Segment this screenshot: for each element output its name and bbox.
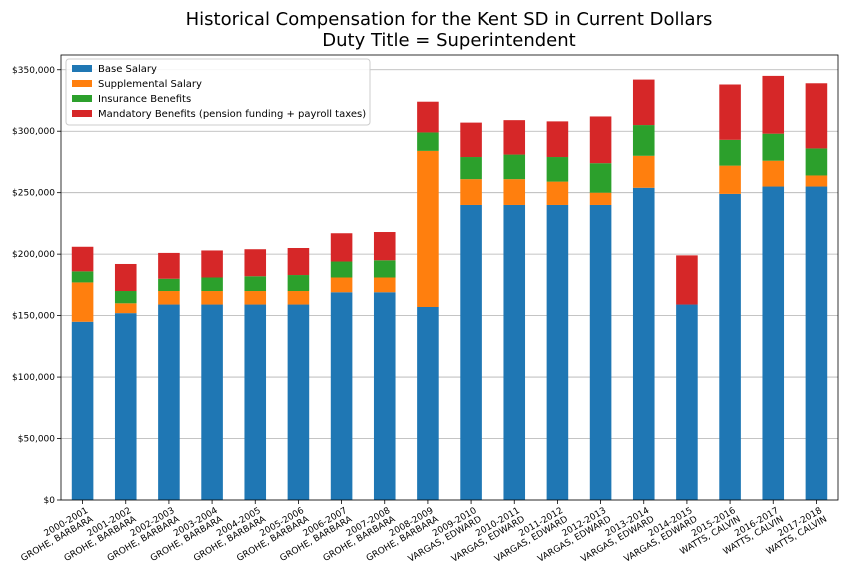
bar-segment [114, 263, 137, 292]
bar-segment [632, 155, 655, 188]
bar-segment [158, 278, 180, 292]
legend-swatch [72, 80, 92, 87]
bar-segment [589, 192, 612, 205]
bar-segment [546, 204, 569, 500]
bar-segment [114, 291, 137, 304]
y-tick-label: $200,000 [12, 250, 55, 260]
bar-segment [71, 271, 94, 283]
bar-segment [287, 291, 310, 305]
bar-segment [460, 204, 482, 500]
bar-segment [330, 261, 353, 278]
y-axis-ticks: $0 $50,000 $100,000 $150,000 $200,000 $250,00… [12, 66, 61, 506]
bar-segment [71, 282, 94, 322]
bar-segment [158, 252, 180, 279]
bar-segment [762, 75, 785, 134]
bar-segment [503, 154, 526, 180]
bar-segment [632, 125, 655, 156]
bar-segment [762, 160, 785, 187]
bar-segment [330, 277, 353, 293]
bar-segment [201, 277, 223, 292]
bar-segment [158, 291, 180, 305]
bar-segment [287, 247, 310, 276]
bar-segment [589, 163, 612, 193]
bar-segment [158, 304, 180, 500]
bar-segment [287, 304, 310, 500]
y-tick-label: $250,000 [12, 189, 55, 199]
legend-swatch [72, 95, 92, 102]
legend-label: Base Salary [98, 64, 157, 75]
y-tick-label: $100,000 [12, 373, 55, 383]
bar-segment [460, 157, 482, 180]
bar-segment [805, 148, 828, 176]
bar-segment [201, 291, 223, 305]
x-tick-label: 2000-2001GROHE, BARBARA [15, 506, 96, 564]
bar-segment [417, 307, 439, 500]
bar-segment [589, 204, 612, 500]
bar-segment [244, 304, 267, 500]
bar-segment [762, 186, 785, 500]
legend-label: Insurance Benefits [98, 94, 191, 105]
y-tick-label: $0 [44, 496, 56, 506]
bar-segment [676, 255, 698, 305]
bar-segment [676, 304, 698, 500]
legend-box [65, 58, 371, 126]
bar-segment [503, 179, 526, 205]
bar-segment [330, 233, 353, 262]
y-tick-label: $150,000 [12, 312, 55, 322]
bar-segment [632, 79, 655, 126]
bar-segment [805, 175, 828, 187]
bar-segment [460, 179, 482, 205]
bar-segment [373, 292, 396, 500]
bar-segment [287, 275, 310, 292]
bar-segment [719, 139, 741, 166]
bar-segment [719, 165, 741, 194]
axes-group [60, 54, 839, 501]
bar-segment [71, 321, 94, 500]
bar-segment [762, 133, 785, 161]
bar-segment [114, 303, 137, 314]
bar-segment [201, 250, 223, 278]
bar-segment [417, 150, 439, 308]
legend: Base Salary Supplemental Salary Insurance … [65, 58, 371, 126]
legend-label: Mandatory Benefits (pension funding + pa… [98, 109, 366, 120]
legend-swatch [72, 110, 92, 117]
bar-segment [244, 249, 267, 277]
bar-segment [632, 187, 655, 500]
chart-subtitle: Duty Title = Superintendent [322, 30, 575, 51]
y-tick-label: $300,000 [12, 127, 55, 137]
bars-group [71, 75, 828, 500]
bar-segment [373, 260, 396, 278]
legend-label: Supplemental Salary [98, 79, 202, 90]
bar-segment [201, 304, 223, 500]
plot-frame [60, 54, 839, 501]
bar-segment [417, 101, 439, 133]
legend-swatch [72, 65, 92, 72]
bar-segment [589, 116, 612, 164]
bar-segment [805, 186, 828, 500]
y-tick-label: $50,000 [18, 435, 55, 445]
bar-segment [460, 122, 482, 158]
gridlines [61, 69, 838, 501]
bar-segment [244, 291, 267, 305]
bar-segment [114, 313, 137, 500]
bar-segment [719, 193, 741, 500]
bar-segment [546, 181, 569, 205]
bar-segment [503, 120, 526, 155]
bar-segment [805, 83, 828, 149]
chart-title: Historical Compensation for the Kent SD … [186, 9, 713, 30]
bar-segment [330, 292, 353, 500]
bar-segment [546, 121, 569, 158]
bar-segment [719, 84, 741, 140]
bar-segment [503, 204, 526, 500]
bar-segment [71, 246, 94, 272]
bar-segment [417, 132, 439, 151]
bar-segment [546, 157, 569, 182]
bar-segment [373, 277, 396, 293]
y-tick-label: $350,000 [12, 66, 55, 76]
bar-segment [244, 276, 267, 292]
bar-segment [373, 232, 396, 261]
